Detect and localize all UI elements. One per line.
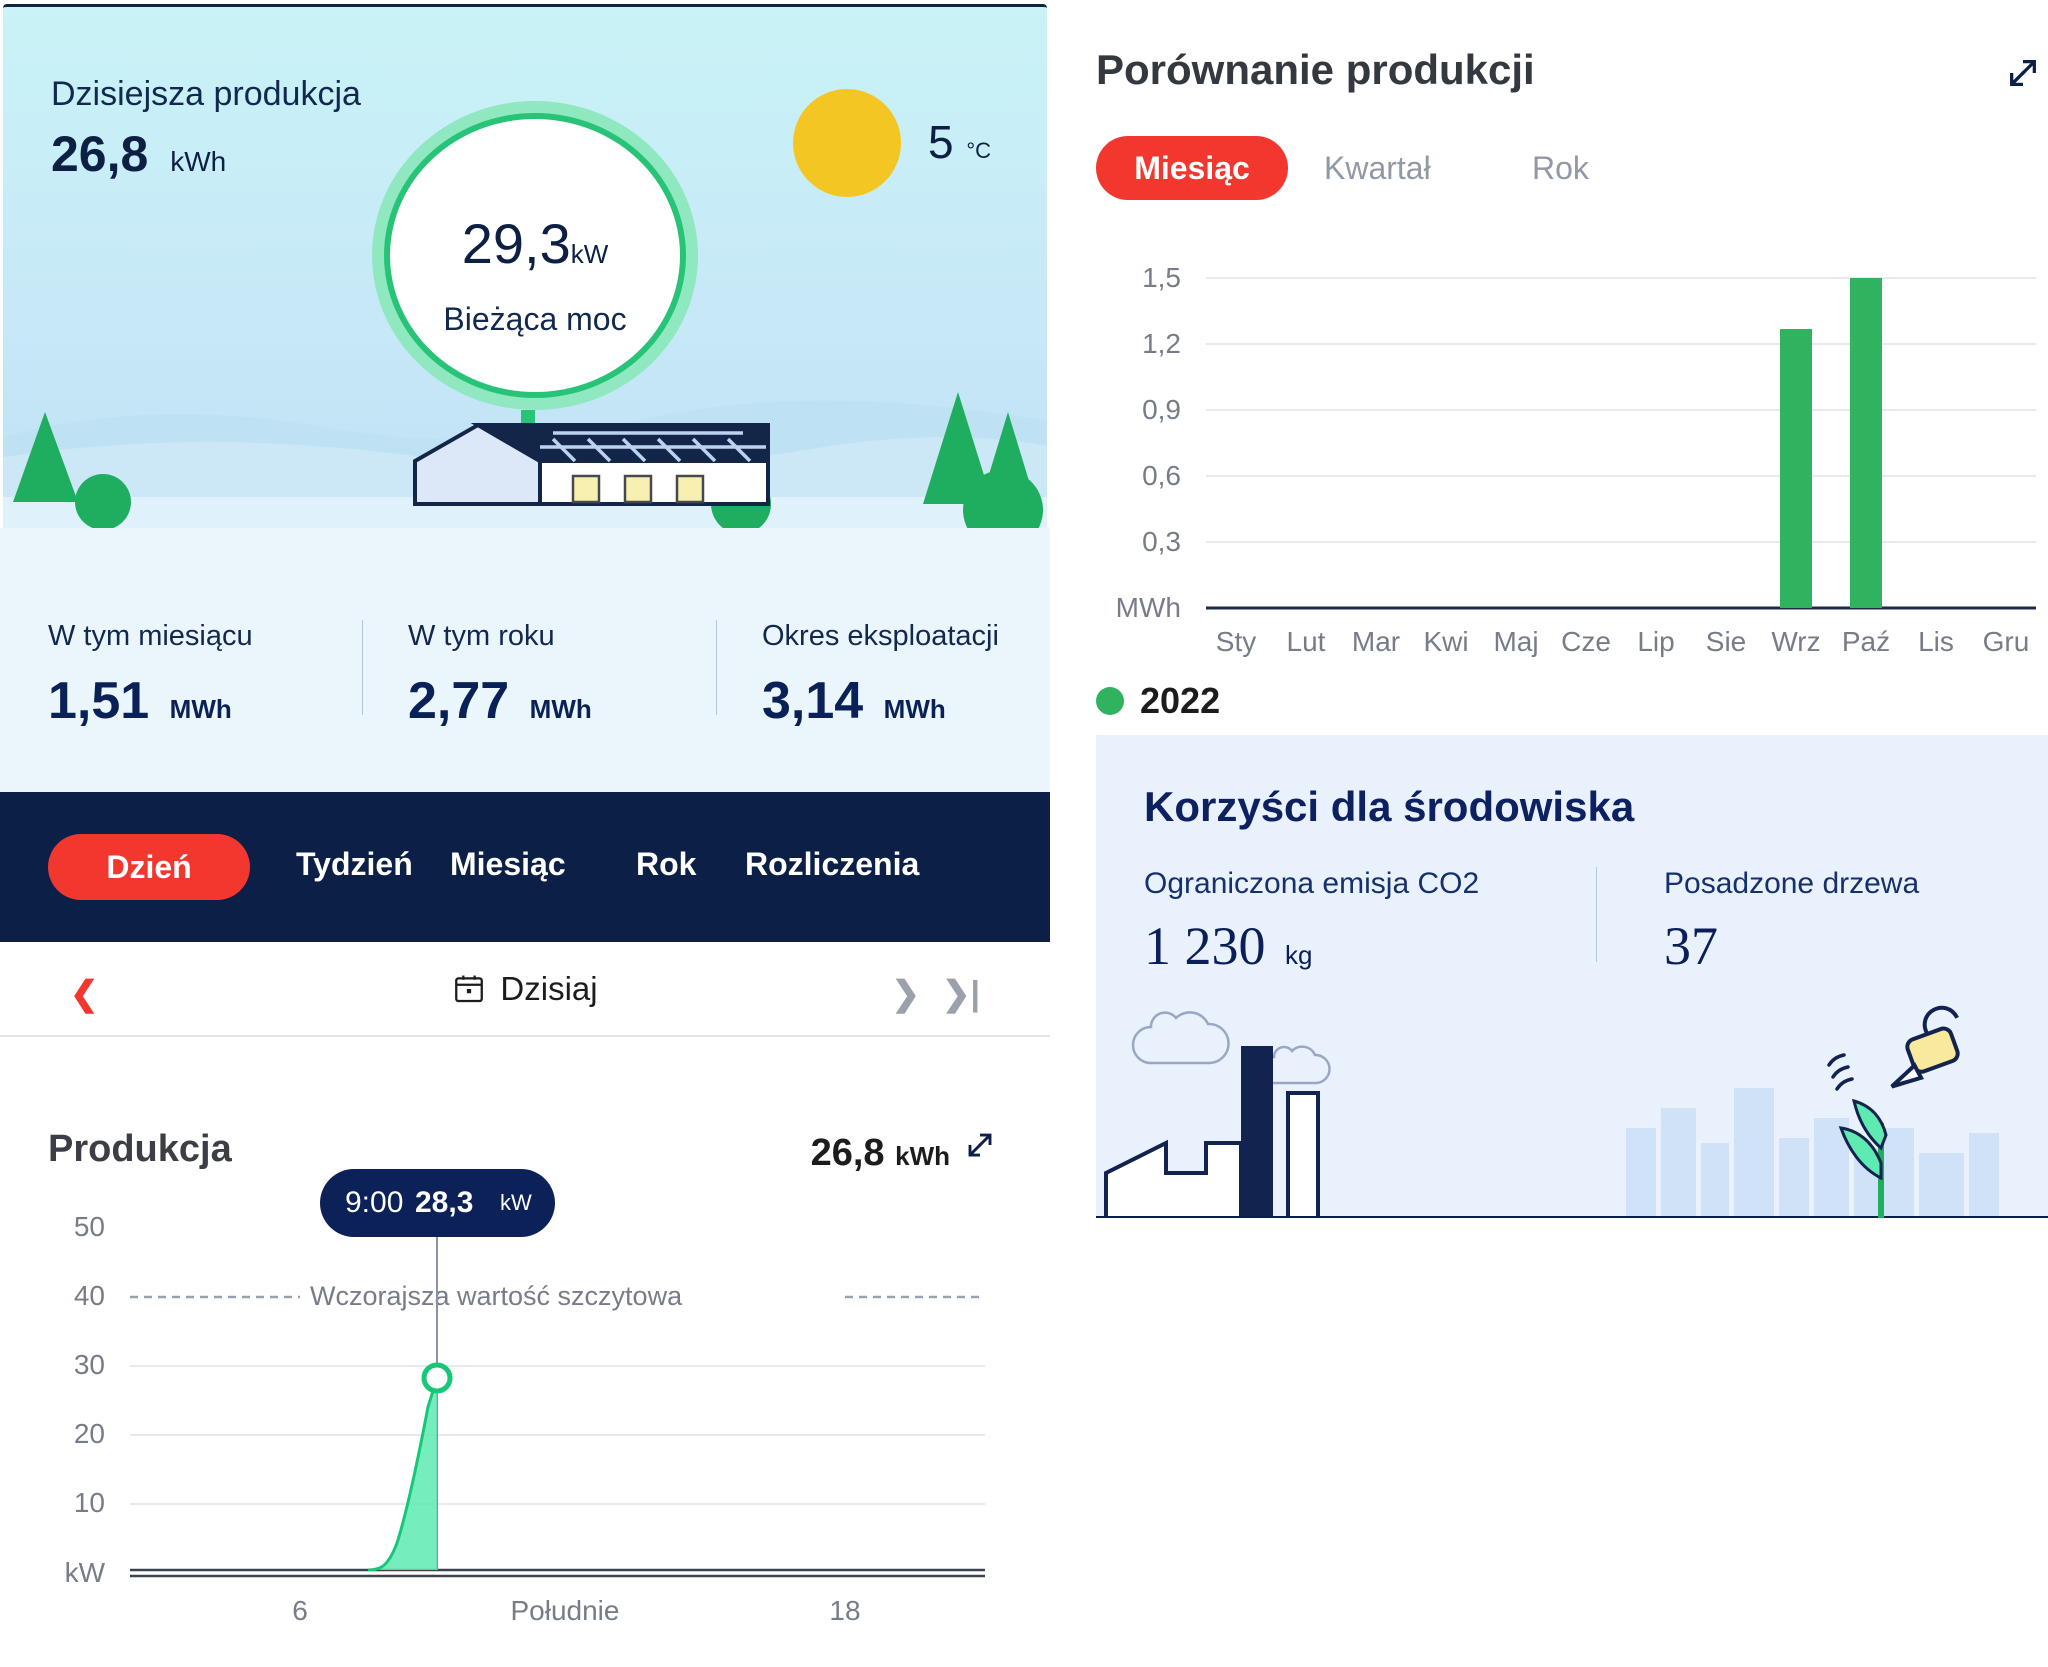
svg-text:50: 50 [74, 1211, 105, 1242]
svg-text:Mar: Mar [1352, 626, 1400, 657]
svg-text:Lip: Lip [1637, 626, 1674, 657]
svg-text:0,6: 0,6 [1142, 460, 1181, 491]
svg-text:40: 40 [74, 1280, 105, 1311]
svg-text:18: 18 [829, 1595, 860, 1626]
svg-text:MWh: MWh [1116, 592, 1181, 623]
svg-text:0,3: 0,3 [1142, 526, 1181, 557]
svg-text:30: 30 [74, 1349, 105, 1380]
svg-text:Kwi: Kwi [1423, 626, 1468, 657]
svg-text:kW: kW [65, 1557, 106, 1588]
svg-text:6: 6 [292, 1595, 308, 1626]
svg-text:kW: kW [500, 1190, 532, 1215]
svg-text:Wrz: Wrz [1771, 626, 1820, 657]
svg-text:Południe: Południe [511, 1595, 620, 1626]
svg-text:Lis: Lis [1918, 626, 1954, 657]
svg-text:Sty: Sty [1216, 626, 1256, 657]
svg-text:20: 20 [74, 1418, 105, 1449]
svg-text:28,3: 28,3 [415, 1186, 473, 1219]
svg-text:Paź: Paź [1842, 626, 1890, 657]
svg-text:Cze: Cze [1561, 626, 1611, 657]
svg-text:Maj: Maj [1493, 626, 1538, 657]
svg-text:Gru: Gru [1983, 626, 2030, 657]
svg-text:9:00: 9:00 [345, 1186, 403, 1219]
svg-text:10: 10 [74, 1487, 105, 1518]
svg-text:1,2: 1,2 [1142, 328, 1181, 359]
svg-text:Sie: Sie [1706, 626, 1746, 657]
svg-text:0,9: 0,9 [1142, 394, 1181, 425]
svg-text:Wczorajsza wartość szczytowa: Wczorajsza wartość szczytowa [310, 1281, 683, 1311]
svg-text:Lut: Lut [1287, 626, 1326, 657]
svg-text:1,5: 1,5 [1142, 262, 1181, 293]
